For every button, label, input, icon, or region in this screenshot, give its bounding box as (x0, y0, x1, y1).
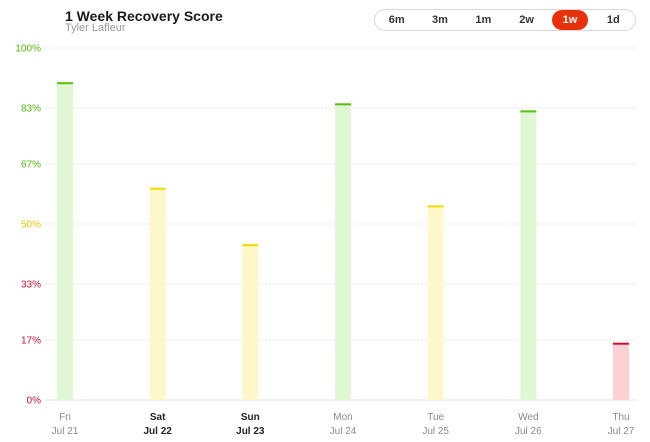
x-tick-day-label: Mon (333, 412, 352, 423)
chart-title: 1 Week Recovery Score (65, 8, 223, 24)
bar (427, 206, 444, 400)
x-tick-date-label: Jul 26 (515, 426, 542, 437)
y-tick-label: 100% (15, 44, 41, 55)
x-tick-date-label: Jul 22 (143, 426, 172, 437)
bar (57, 83, 73, 400)
bar (335, 104, 351, 400)
x-tick-date-label: Jul 21 (52, 426, 79, 437)
x-tick-date-label: Jul 24 (330, 426, 357, 437)
y-tick-label: 17% (21, 336, 41, 347)
x-tick-day-label: Sun (241, 412, 260, 423)
y-tick-label: 83% (21, 103, 41, 114)
x-tick-day-label: Fri (59, 412, 71, 423)
x-tick-day-label: Wed (518, 412, 538, 423)
x-tick-day-label: Sat (150, 412, 166, 423)
y-tick-label: 67% (21, 160, 41, 171)
bar (242, 245, 259, 400)
x-tick-day-label: Tue (427, 412, 444, 423)
range-3m-label: 3m (432, 14, 448, 26)
range-1w-label: 1w (562, 14, 578, 26)
x-tick-date-label: Jul 25 (422, 426, 449, 437)
range-6m-label: 6m (388, 14, 405, 26)
range-1w-button[interactable]: 1w (548, 10, 591, 30)
chart-subtitle: Tyler Lafleur (65, 22, 126, 34)
range-2w-button[interactable]: 2w (505, 10, 548, 30)
range-1d-button[interactable]: 1d (592, 10, 635, 30)
y-tick-label: 33% (21, 279, 41, 290)
x-tick-date-label: Jul 23 (236, 426, 265, 437)
x-tick-date-label: Jul 27 (608, 426, 635, 437)
range-1m-label: 1m (475, 14, 492, 26)
bar (149, 188, 166, 400)
range-1m-button[interactable]: 1m (462, 10, 505, 30)
x-tick-day-label: Thu (612, 412, 629, 423)
y-tick-label: 50% (21, 220, 41, 231)
range-6m-button[interactable]: 6m (375, 10, 418, 30)
time-range-selector: 6m 3m 1m 2w 1w 1d (374, 9, 636, 31)
bar (613, 343, 629, 400)
bar (520, 111, 537, 401)
range-1d-label: 1d (606, 14, 620, 26)
range-3m-button[interactable]: 3m (418, 10, 461, 30)
range-2w-label: 2w (519, 14, 534, 26)
y-tick-label: 0% (27, 396, 42, 407)
